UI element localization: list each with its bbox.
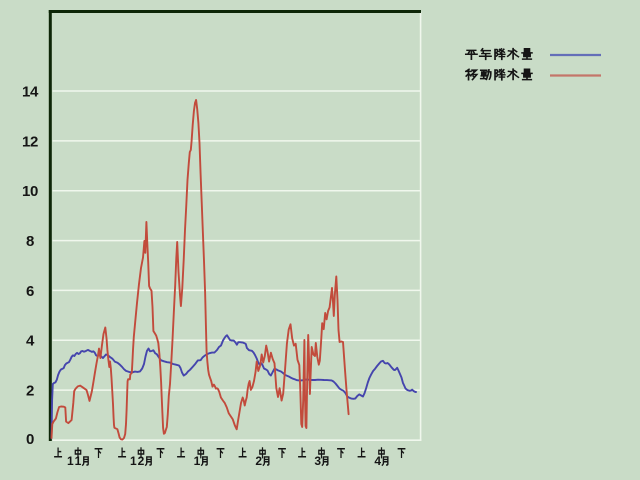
svg-text:1: 1 xyxy=(194,454,201,468)
svg-text:1: 1 xyxy=(75,454,82,468)
svg-text:6: 6 xyxy=(26,283,34,300)
svg-text:10: 10 xyxy=(22,183,38,200)
svg-text:2: 2 xyxy=(26,383,34,400)
svg-text:1: 1 xyxy=(67,454,74,468)
svg-text:8: 8 xyxy=(26,233,34,250)
svg-text:2: 2 xyxy=(255,454,262,468)
svg-text:4: 4 xyxy=(374,454,381,468)
svg-text:4: 4 xyxy=(26,333,35,350)
svg-text:14: 14 xyxy=(22,83,39,100)
svg-text:12: 12 xyxy=(22,133,38,150)
svg-text:0: 0 xyxy=(26,431,34,448)
svg-text:2: 2 xyxy=(138,454,145,468)
svg-text:1: 1 xyxy=(130,454,137,468)
svg-text:3: 3 xyxy=(314,454,321,468)
